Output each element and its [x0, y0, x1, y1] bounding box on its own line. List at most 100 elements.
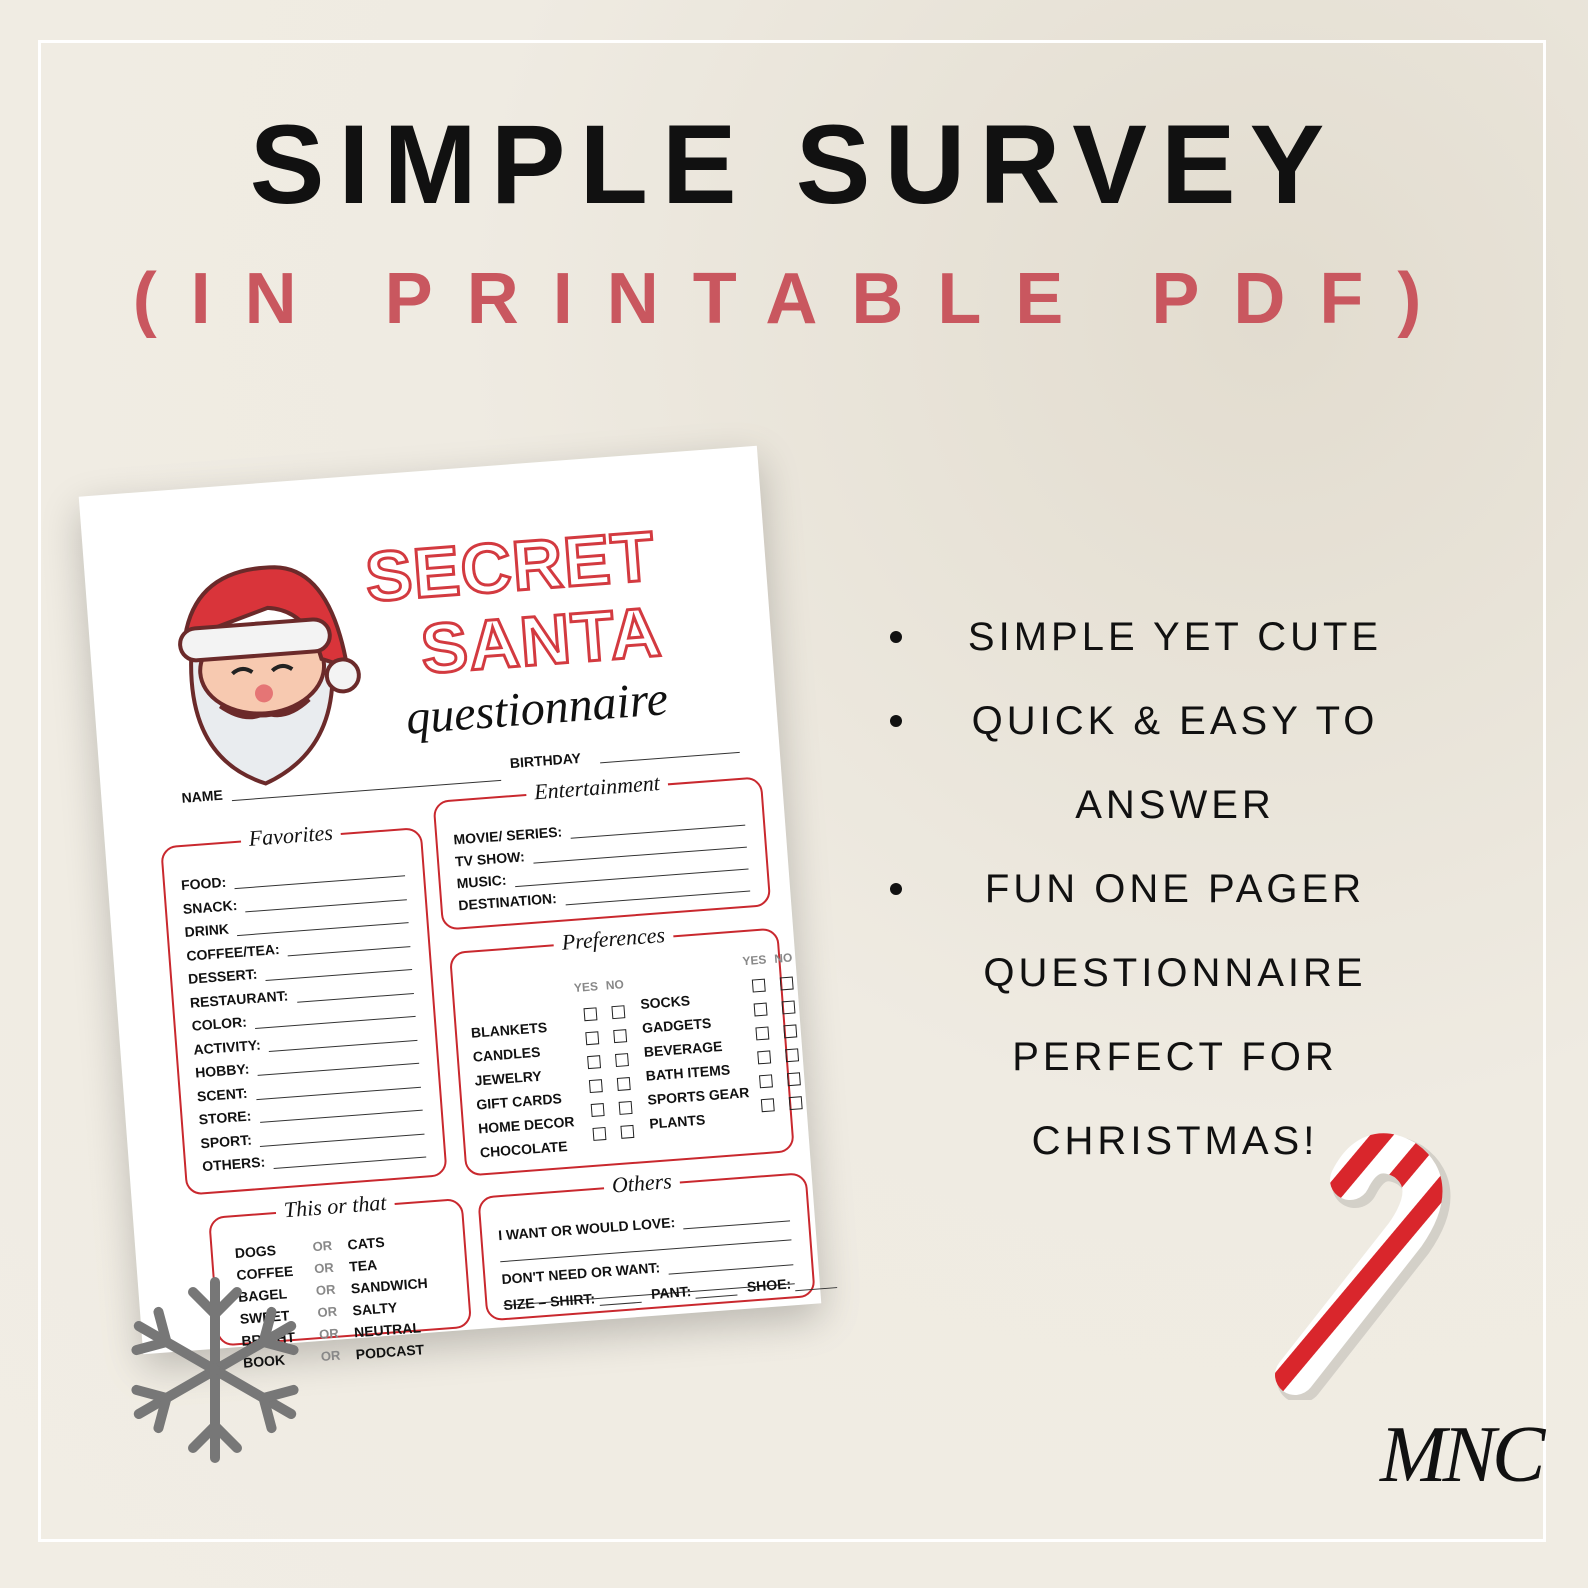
bullet-item: QUICK & EASY TO ANSWER	[890, 679, 1410, 847]
preference-label: BATH ITEMS	[645, 1061, 731, 1084]
bullet-item: FUN ONE PAGER QUESTIONNAIRE PERFECT FOR …	[890, 847, 1410, 1183]
yes-checkbox	[590, 1103, 605, 1117]
bullet-dot	[890, 631, 902, 643]
field-line	[570, 824, 746, 839]
bullet-list: SIMPLE YET CUTE QUICK & EASY TO ANSWER FUN…	[890, 595, 1410, 1183]
frame	[38, 40, 1546, 1542]
bullet-item: SIMPLE YET CUTE	[890, 595, 1410, 679]
preference-label: CANDLES	[472, 1043, 541, 1065]
field-label: STORE:	[198, 1107, 252, 1128]
field-label: MUSIC:	[456, 871, 508, 892]
field-line	[668, 1264, 794, 1275]
yes-checkbox	[751, 978, 766, 993]
preference-label: GADGETS	[641, 1014, 712, 1036]
preference-label: PLANTS	[648, 1111, 706, 1132]
preferences-box: Preferences YES NO BLANKETS CANDLES JEWELRY G…	[448, 921, 803, 1177]
yes-checkbox	[753, 1002, 768, 1017]
box-title: Preferences	[552, 921, 674, 956]
field-label: SPORT:	[199, 1131, 253, 1151]
field-label: COFFEE/TEA:	[185, 940, 281, 964]
subtitle: (IN PRINTABLE PDF)	[132, 259, 1456, 339]
no-checkbox	[786, 1072, 801, 1087]
yes-checkbox	[587, 1055, 602, 1070]
field-label: RESTAURANT:	[189, 986, 289, 1011]
box-title: This or that	[274, 1189, 396, 1223]
yes-checkbox	[592, 1126, 607, 1141]
field-line	[234, 875, 406, 890]
preference-label: HOME DECOR	[477, 1113, 575, 1137]
field-label: TV SHOW:	[454, 848, 526, 870]
option-b: TEA	[348, 1256, 378, 1275]
field-line	[259, 1133, 425, 1147]
field-line	[257, 1062, 420, 1076]
entertainment-box: Entertainment MOVIE/ SERIES: TV SHOW: MUSI…	[432, 769, 772, 931]
size-label: PANT:	[650, 1283, 692, 1303]
yes-checkbox	[759, 1074, 773, 1089]
field-line	[533, 846, 747, 864]
size-label: SHOE:	[746, 1275, 792, 1295]
or-label: OR	[318, 1325, 340, 1343]
box-title-wrap: Favorites	[161, 813, 420, 858]
yes-checkbox	[760, 1098, 775, 1113]
preference-label: SPORTS GEAR	[646, 1084, 750, 1108]
no-checkbox	[616, 1077, 631, 1091]
no-checkbox	[783, 1024, 798, 1039]
size-label: SIZE – SHIRT:	[502, 1290, 596, 1314]
option-b: SANDWICH	[350, 1274, 429, 1297]
or-label: OR	[313, 1259, 335, 1277]
option-b: SALTY	[351, 1299, 398, 1319]
size-line	[599, 1301, 642, 1306]
birthday-label: BIRTHDAY	[509, 749, 582, 772]
preference-label: BLANKETS	[470, 1019, 548, 1041]
box-title: Entertainment	[525, 769, 669, 805]
snowflake	[115, 1277, 315, 1465]
field-label: DESTINATION:	[457, 890, 558, 914]
field-label: I WANT OR WOULD LOVE:	[497, 1214, 676, 1244]
or-label: OR	[315, 1281, 336, 1299]
preference-label: CHOCOLATE	[479, 1137, 568, 1161]
field-label: SCENT:	[196, 1084, 249, 1104]
favorites-box: Favorites FOOD: SNACK: DRINK COFFEE/TEA: DES…	[160, 819, 448, 1196]
yes-checkbox	[585, 1031, 600, 1046]
no-checkbox	[611, 1005, 626, 1020]
no-header: NO	[773, 950, 793, 966]
worksheet: SECRET SANTA questionnaire NAME BIRTHDAY…	[78, 445, 838, 1371]
option-b: CATS	[346, 1233, 386, 1253]
no-checkbox	[781, 1000, 796, 1015]
field-label: COLOR:	[191, 1013, 248, 1034]
no-checkbox	[615, 1053, 629, 1068]
yes-checkbox	[755, 1026, 770, 1041]
santa-illustration	[178, 565, 361, 786]
bullet-dot	[890, 715, 902, 727]
size-line	[695, 1294, 738, 1299]
name-label: NAME	[180, 786, 224, 806]
field-line	[500, 1239, 792, 1263]
candy-cane	[1275, 1133, 1451, 1400]
field-label: FOOD:	[180, 873, 227, 894]
preference-label: JEWELRY	[474, 1067, 543, 1089]
field-label: HOBBY:	[194, 1060, 250, 1081]
field-line	[265, 969, 413, 982]
no-checkbox	[613, 1029, 628, 1044]
no-checkbox	[788, 1096, 803, 1111]
yes-checkbox	[757, 1050, 772, 1065]
field-line	[273, 1156, 427, 1169]
field-line	[297, 992, 414, 1003]
signature: MNC	[1380, 1411, 1545, 1499]
option-a: DOGS	[234, 1242, 277, 1262]
field-label: DON'T NEED OR WANT:	[500, 1259, 661, 1288]
title: SIMPLE SURVEY	[249, 102, 1339, 227]
or-label: OR	[317, 1303, 338, 1321]
others-box: Others I WANT OR WOULD LOVE: DON'T NEED O…	[477, 1167, 838, 1322]
field-line	[256, 1086, 421, 1100]
no-header: NO	[605, 977, 625, 993]
no-checkbox	[618, 1100, 633, 1115]
bullet-dot	[890, 883, 902, 895]
field-label: SNACK:	[182, 896, 238, 917]
box-title: Favorites	[239, 819, 342, 852]
birthday-line	[600, 751, 740, 764]
no-checkbox	[779, 976, 794, 991]
preference-label: GIFT CARDS	[475, 1090, 563, 1113]
field-line	[245, 898, 407, 912]
field-label: DESSERT:	[187, 965, 258, 987]
